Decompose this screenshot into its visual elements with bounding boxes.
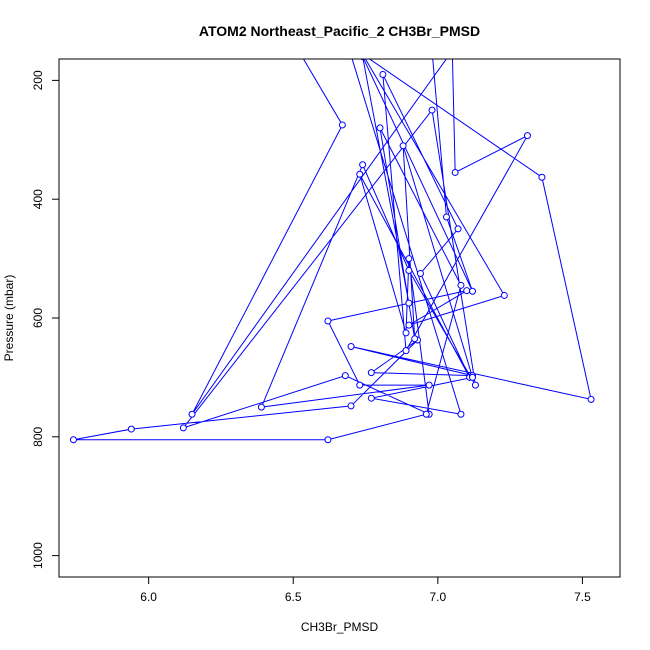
data-point: [457, 410, 465, 418]
data-point: [367, 369, 375, 377]
data-point: [356, 381, 364, 389]
x-tick-label: 6.5: [285, 590, 302, 604]
data-point: [69, 436, 77, 444]
data-point: [402, 347, 410, 355]
data-point: [338, 121, 346, 129]
chart-title: ATOM2 Northeast_Pacific_2 CH3Br_PMSD: [199, 23, 480, 39]
data-point: [469, 373, 477, 381]
y-tick-label: 800: [31, 426, 45, 446]
plot-area: [69, 59, 595, 444]
data-point: [405, 255, 413, 263]
data-point: [324, 436, 332, 444]
data-point: [347, 343, 355, 351]
data-point: [405, 299, 413, 307]
y-tick-label: 1000: [31, 542, 45, 569]
plot-frame: [58, 58, 621, 578]
data-point: [523, 132, 531, 140]
x-axis-label: CH3Br_PMSD: [301, 620, 379, 634]
data-point: [405, 321, 413, 329]
data-point: [379, 70, 387, 78]
data-point: [356, 170, 364, 178]
data-point: [324, 317, 332, 325]
data-point: [341, 372, 349, 380]
x-tick-label: 7.5: [574, 590, 591, 604]
data-point: [411, 335, 419, 343]
data-point: [359, 161, 367, 169]
data-point: [471, 381, 479, 389]
data-point: [463, 287, 471, 295]
y-tick-label: 600: [31, 308, 45, 328]
data-point: [402, 329, 410, 337]
data-point: [347, 402, 355, 410]
y-axis-label: Pressure (mbar): [2, 275, 16, 362]
data-point: [376, 124, 384, 132]
data-point: [188, 410, 196, 418]
y-tick-label: 200: [31, 70, 45, 90]
data-point: [399, 142, 407, 150]
data-point: [500, 291, 508, 299]
data-point: [422, 410, 430, 418]
data-point: [454, 225, 462, 233]
data-point: [428, 106, 436, 114]
data-point: [127, 425, 135, 433]
data-point: [416, 269, 424, 277]
data-point: [367, 394, 375, 402]
data-point: [538, 173, 546, 181]
x-tick-label: 6.0: [140, 590, 157, 604]
data-point: [425, 381, 433, 389]
data-point: [179, 424, 187, 432]
data-point: [405, 266, 413, 274]
series-lines: [73, 59, 592, 441]
data-point: [257, 403, 265, 411]
data-point: [469, 287, 477, 295]
series-points: [69, 59, 595, 444]
y-tick-label: 400: [31, 189, 45, 209]
data-point: [587, 395, 595, 403]
series-line: [73, 59, 592, 441]
data-point: [442, 213, 450, 221]
data-point: [451, 168, 459, 176]
data-point: [457, 281, 465, 289]
x-tick-label: 7.0: [429, 590, 446, 604]
